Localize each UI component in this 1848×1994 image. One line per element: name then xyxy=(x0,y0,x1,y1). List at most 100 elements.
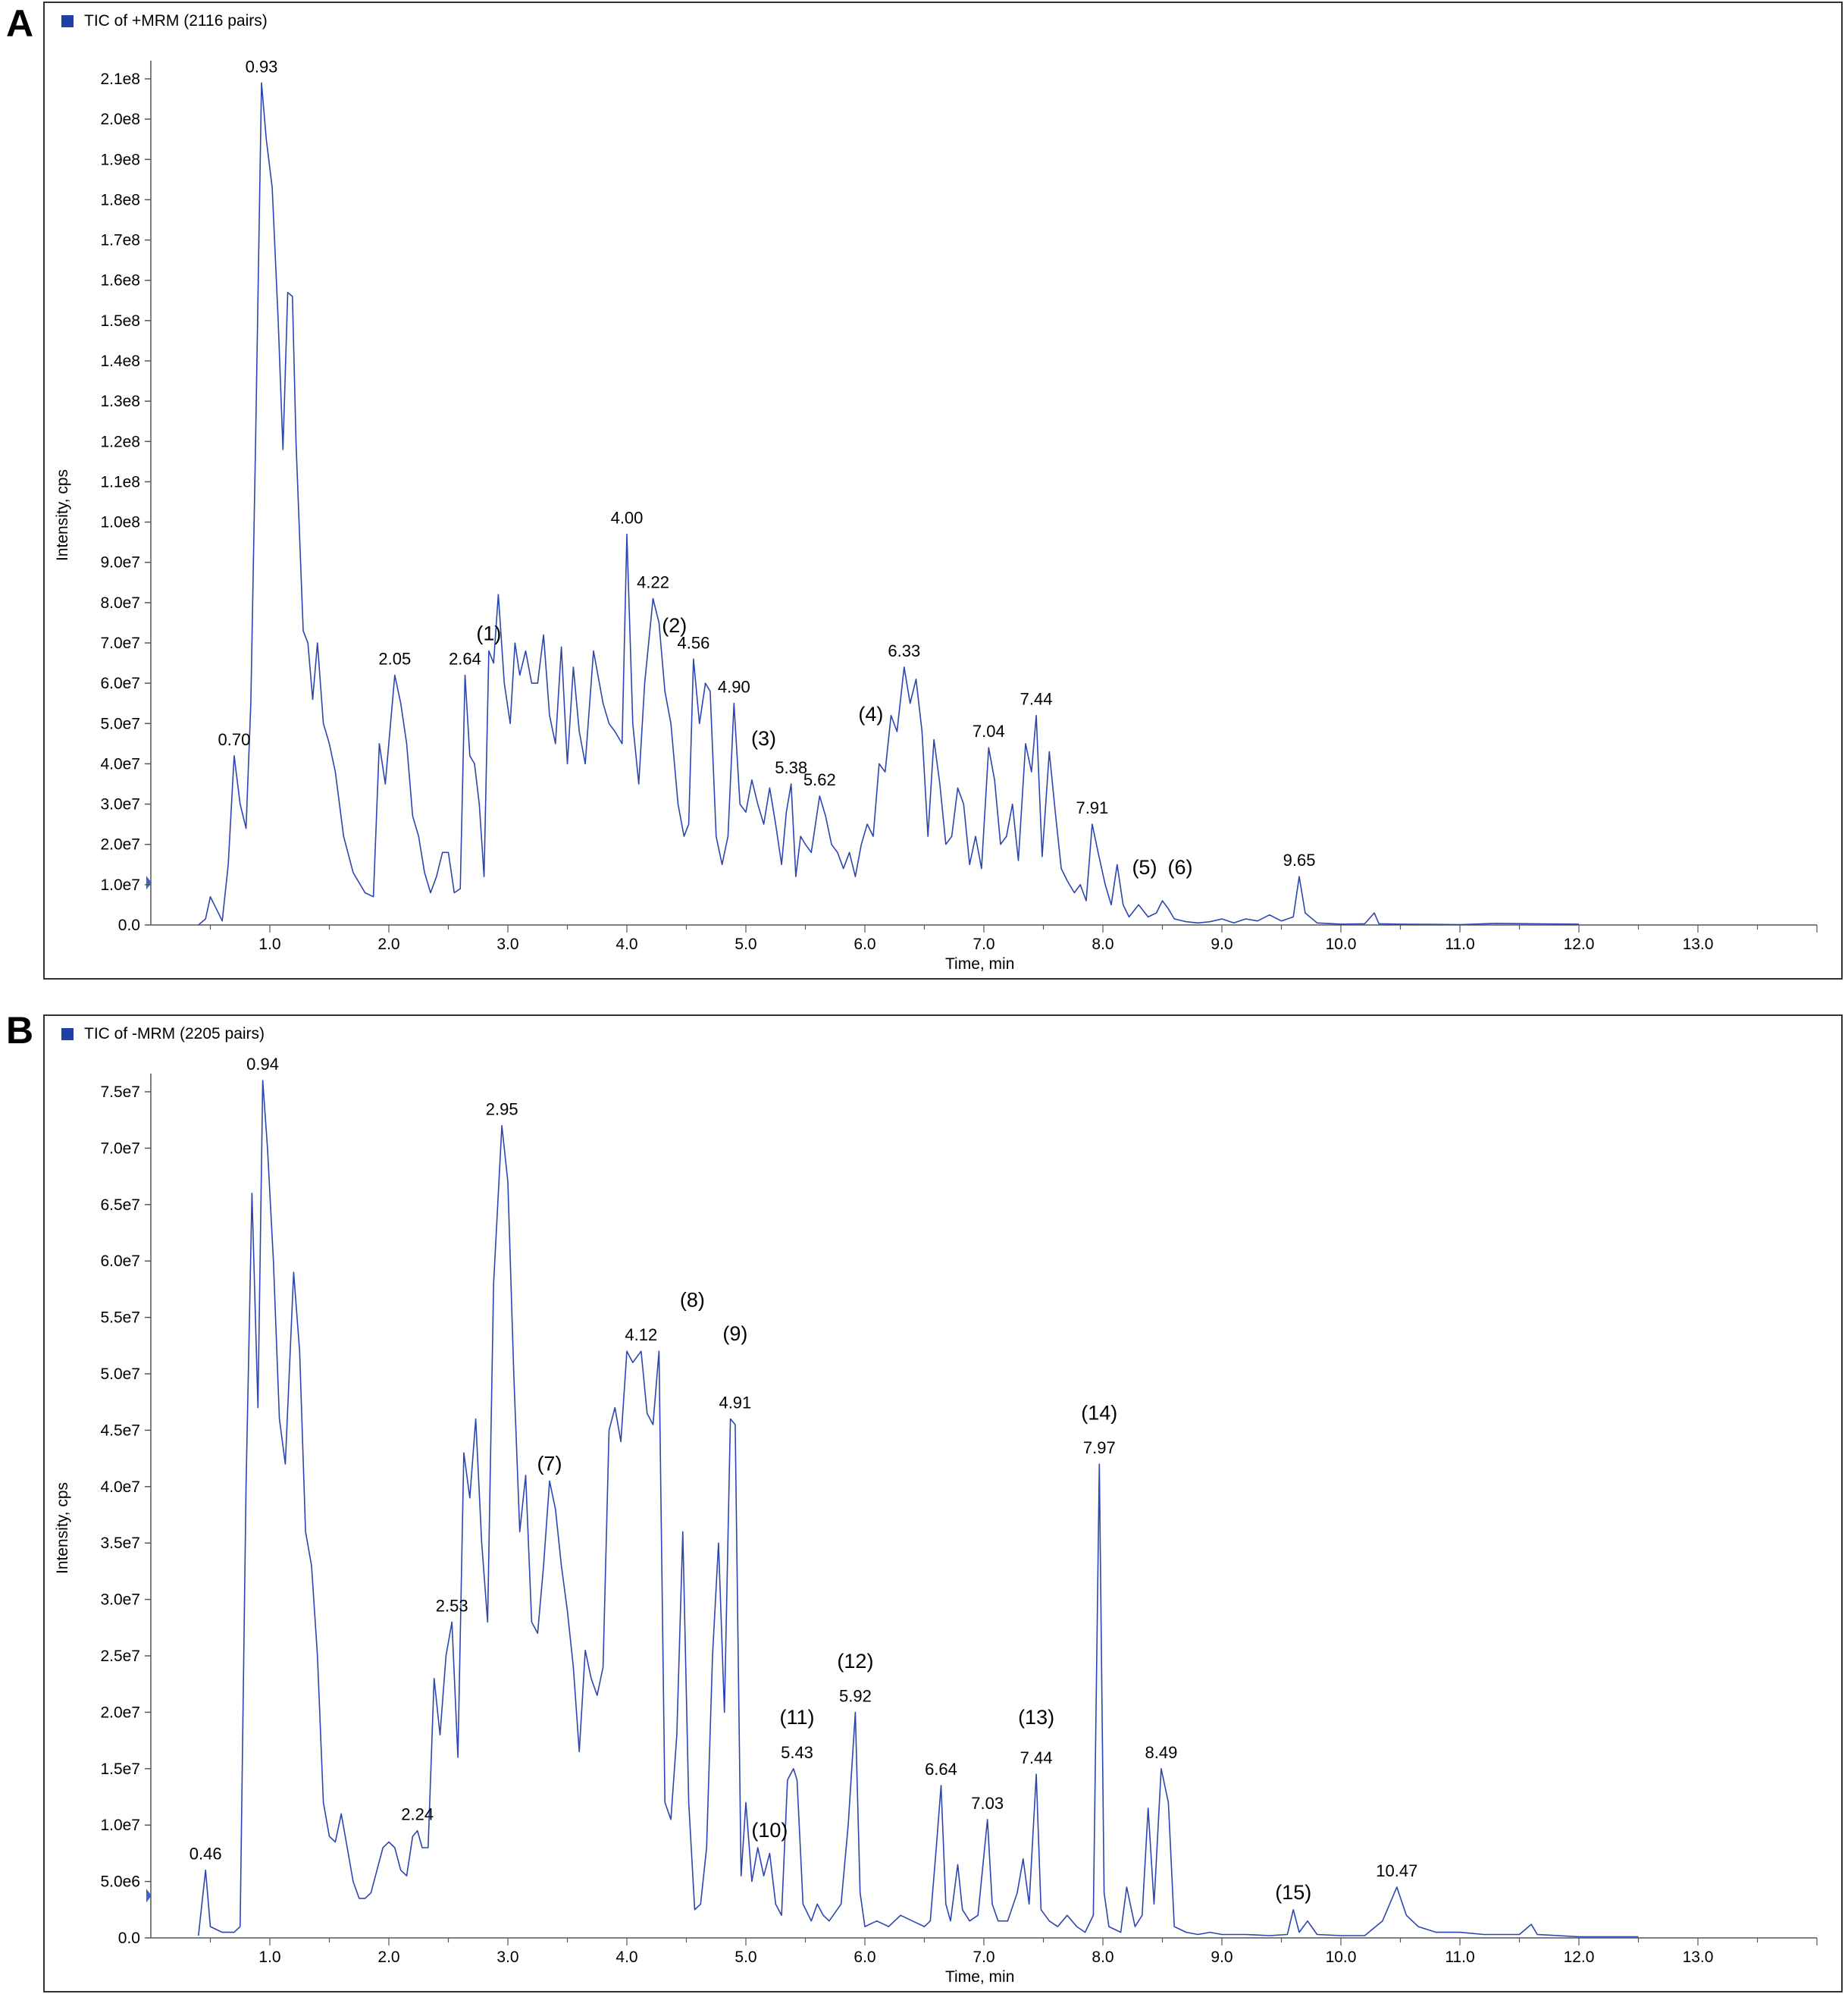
y-tick-label-b: 0.0 xyxy=(118,1930,140,1947)
x-axis-label-b: Time, min xyxy=(945,1968,1015,1986)
peak-number-label-a: (2) xyxy=(662,614,687,637)
y-tick-label-a: 1.4e8 xyxy=(100,353,140,370)
y-tick-label-b: 1.0e7 xyxy=(100,1817,140,1834)
x-tick-label-a: 13.0 xyxy=(1683,936,1714,953)
peak-number-label-b: (11) xyxy=(780,1706,815,1729)
peak-time-label-a: 7.04 xyxy=(973,722,1005,741)
y-tick-label-b: 5.5e7 xyxy=(100,1309,140,1327)
x-tick-label-b: 10.0 xyxy=(1326,1949,1357,1966)
y-tick-label-a: 4.0e7 xyxy=(100,755,140,773)
y-tick-label-b: 2.5e7 xyxy=(100,1648,140,1665)
peak-number-label-b: (14) xyxy=(1081,1401,1117,1424)
x-tick-label-a: 6.0 xyxy=(854,936,875,953)
peak-time-label-b: 7.03 xyxy=(971,1794,1004,1813)
peak-time-label-a: 4.56 xyxy=(678,633,710,652)
x-tick-label-a: 5.0 xyxy=(735,936,756,953)
y-tick-label-a: 5.0e7 xyxy=(100,715,140,732)
peak-number-label-a: (6) xyxy=(1168,856,1193,879)
chart-svg-b: 0.0 5.0e6 1.0e7 1.5e7 2.0e7 2.5e7 3.0e7 3.5e7 4.… xyxy=(100,1055,1818,1966)
x-tick-label-b: 9.0 xyxy=(1211,1949,1233,1966)
x-tick-label-a: 10.0 xyxy=(1326,936,1357,953)
peak-time-label-b: 7.97 xyxy=(1083,1438,1116,1457)
y-tick-label-b: 4.5e7 xyxy=(100,1422,140,1439)
y-tick-label-a: 0.0 xyxy=(118,917,140,934)
peak-time-label-a: 4.90 xyxy=(718,678,750,697)
x-tick-label-a: 7.0 xyxy=(973,936,994,953)
x-tick-label-b: 13.0 xyxy=(1683,1949,1714,1966)
y-tick-label-a: 7.0e7 xyxy=(100,635,140,652)
x-tick-label-a: 11.0 xyxy=(1445,936,1474,953)
y-tick-label-a: 1.5e8 xyxy=(100,312,140,330)
peak-time-label-a: 6.33 xyxy=(888,641,920,660)
chart-panel-a: TIC of +MRM (2116 pairs) Intensity, cps … xyxy=(43,2,1843,980)
y-tick-label-a: 1.6e8 xyxy=(100,272,140,290)
y-tick-label-a: 2.0e7 xyxy=(100,836,140,854)
x-tick-label-b: 8.0 xyxy=(1092,1949,1113,1966)
peak-time-label-b: 6.64 xyxy=(925,1760,957,1779)
y-tick-label-b: 5.0e6 xyxy=(100,1873,140,1891)
y-tick-label-b: 6.5e7 xyxy=(100,1196,140,1214)
tic-trace-line-a xyxy=(198,82,1580,926)
x-tick-label-a: 4.0 xyxy=(615,936,637,953)
y-marker-icon-a xyxy=(146,876,152,890)
y-tick-label-b: 1.5e7 xyxy=(100,1760,140,1778)
y-tick-label-a: 6.0e7 xyxy=(100,675,140,692)
peak-time-label-a: 4.00 xyxy=(611,509,644,528)
y-tick-label-a: 3.0e7 xyxy=(100,796,140,814)
peak-number-label-a: (4) xyxy=(858,703,883,726)
y-tick-label-b: 7.5e7 xyxy=(100,1083,140,1101)
chart-panel-b: TIC of -MRM (2205 pairs) Intensity, cps … xyxy=(43,1014,1843,1992)
y-tick-label-a: 1.0e7 xyxy=(100,876,140,894)
peak-time-label-a: 4.22 xyxy=(637,573,669,592)
x-tick-label-b: 11.0 xyxy=(1445,1949,1474,1966)
peak-time-label-a: 7.44 xyxy=(1020,690,1053,709)
x-axis-label-a: Time, min xyxy=(945,955,1015,973)
y-tick-label-a: 1.9e8 xyxy=(100,151,140,168)
x-tick-label-a: 8.0 xyxy=(1092,936,1113,953)
peak-number-label-b: (8) xyxy=(680,1289,705,1312)
y-marker-icon-b xyxy=(146,1889,152,1903)
y-tick-label-a: 1.8e8 xyxy=(100,191,140,208)
x-tick-label-b: 7.0 xyxy=(973,1949,994,1966)
peak-time-label-a: 0.93 xyxy=(246,57,278,76)
peak-time-label-b: 5.92 xyxy=(839,1686,872,1705)
peak-time-label-a: 7.91 xyxy=(1076,798,1108,817)
peak-time-label-a: 5.38 xyxy=(775,758,807,777)
y-tick-label-a: 1.1e8 xyxy=(100,473,140,491)
y-tick-label-b: 3.0e7 xyxy=(100,1591,140,1609)
y-tick-label-a: 9.0e7 xyxy=(100,554,140,572)
y-tick-label-b: 2.0e7 xyxy=(100,1704,140,1721)
legend-swatch-a xyxy=(61,15,74,27)
peak-time-label-a: 9.65 xyxy=(1283,851,1316,870)
peak-time-label-a: 5.62 xyxy=(803,770,836,789)
peak-time-label-b: 0.46 xyxy=(189,1845,222,1864)
peak-number-label-b: (9) xyxy=(722,1322,747,1345)
y-tick-label-a: 2.1e8 xyxy=(100,71,140,88)
x-tick-label-b: 1.0 xyxy=(258,1949,280,1966)
y-tick-label-a: 1.3e8 xyxy=(100,393,140,410)
peak-number-label-b: (15) xyxy=(1275,1881,1311,1904)
peak-time-label-b: 2.95 xyxy=(486,1100,518,1119)
peak-time-label-b: 2.53 xyxy=(436,1596,468,1615)
peak-time-label-b: 8.49 xyxy=(1145,1743,1178,1762)
peak-time-label-b: 4.12 xyxy=(625,1325,657,1344)
legend-b: TIC of -MRM (2205 pairs) xyxy=(61,1025,265,1043)
tic-trace-line-b xyxy=(198,1080,1639,1938)
x-tick-label-a: 3.0 xyxy=(496,936,518,953)
y-tick-label-a: 8.0e7 xyxy=(100,594,140,612)
peak-time-label-a: 0.70 xyxy=(218,730,250,749)
y-tick-label-a: 2.0e8 xyxy=(100,111,140,128)
x-tick-label-b: 3.0 xyxy=(496,1949,518,1966)
peak-number-label-b: (10) xyxy=(751,1819,788,1842)
panel-label-b: B xyxy=(6,1009,34,1052)
y-tick-label-b: 3.5e7 xyxy=(100,1535,140,1552)
y-tick-label-a: 1.0e8 xyxy=(100,514,140,531)
peak-time-label-b: 7.44 xyxy=(1020,1748,1053,1767)
peak-number-label-a: (3) xyxy=(751,727,776,750)
peak-time-label-a: 2.64 xyxy=(449,650,481,669)
y-tick-label-b: 7.0e7 xyxy=(100,1140,140,1157)
legend-a: TIC of +MRM (2116 pairs) xyxy=(61,12,268,30)
x-tick-label-a: 9.0 xyxy=(1211,936,1233,953)
y-tick-label-a: 1.7e8 xyxy=(100,232,140,249)
legend-swatch-b xyxy=(61,1028,74,1040)
